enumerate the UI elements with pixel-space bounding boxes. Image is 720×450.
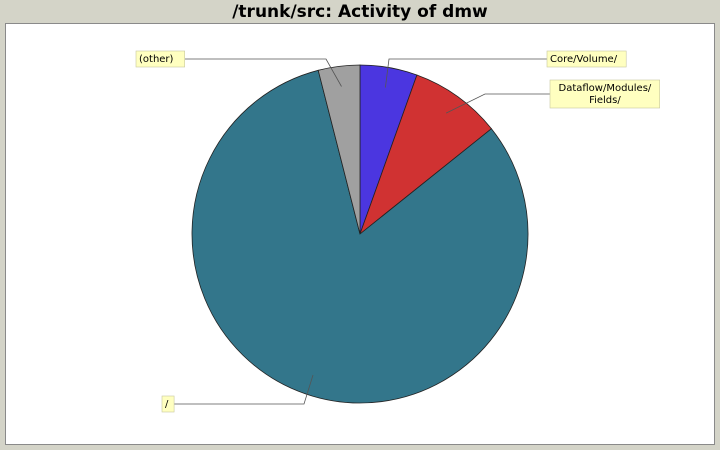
pie-label-box	[546, 50, 627, 68]
pie-slice-label: /	[165, 399, 169, 410]
pie-slice-label: Dataflow/Modules/Fields/	[559, 83, 652, 106]
pie-labels: Core/Volume/Dataflow/Modules/Fields/ / (ot…	[135, 50, 660, 413]
pie-slices	[191, 64, 529, 404]
pie-leader-line	[184, 58, 342, 87]
pie-label-box	[161, 395, 175, 413]
pie-leader-line	[174, 374, 314, 405]
pie-slice	[359, 74, 493, 236]
pie-label-box	[549, 79, 660, 109]
chart-title: /trunk/src: Activity of dmw	[232, 2, 488, 22]
pie-slice-label: (other)	[139, 54, 174, 65]
pie-leader-line	[445, 93, 550, 114]
pie-leader-line	[385, 58, 547, 88]
pie-label-box	[135, 50, 186, 68]
pie-slice-label: Core/Volume/	[550, 54, 618, 65]
pie-slice	[317, 64, 361, 235]
pie-slice	[191, 69, 529, 404]
